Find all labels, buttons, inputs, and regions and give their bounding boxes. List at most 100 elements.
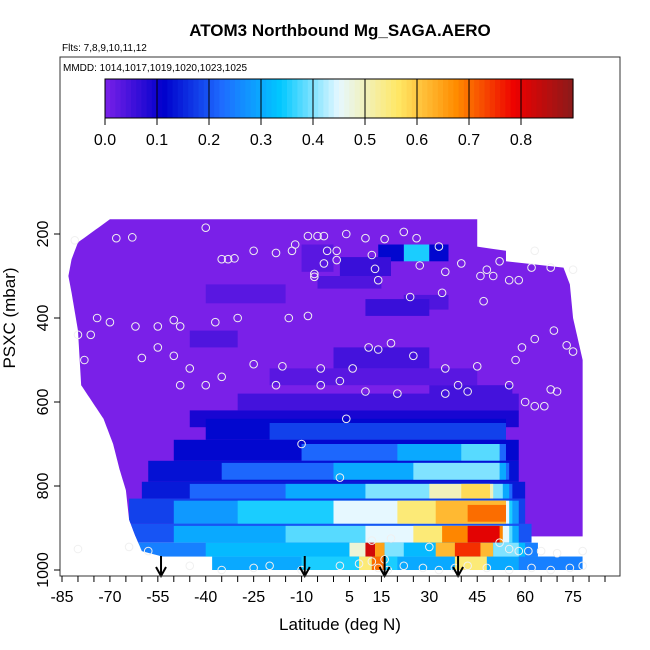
x-tick-label: 15 <box>373 589 391 606</box>
colorbar-cell <box>552 79 558 118</box>
colorbar-cell <box>131 79 137 118</box>
colorbar-cell <box>105 79 111 118</box>
colorbar-cell <box>203 79 210 118</box>
colorbar-cell <box>510 79 517 118</box>
sample-point <box>479 296 488 306</box>
colorbar-cell <box>406 79 413 118</box>
sample-point <box>482 563 492 573</box>
sample-point <box>540 401 549 411</box>
colorbar-cell <box>479 79 486 118</box>
colorbar-cell <box>120 79 127 118</box>
curtain-band <box>403 244 430 262</box>
sample-point <box>520 397 530 407</box>
colorbar-cell <box>365 79 371 118</box>
sample-point <box>504 544 514 554</box>
x-tick-label: 5 <box>345 589 354 606</box>
colorbar-cell <box>183 79 189 118</box>
curtain-band <box>375 542 385 557</box>
sample-point <box>514 546 524 556</box>
colorbar-cell <box>484 79 491 118</box>
colorbar-cell <box>505 79 512 118</box>
sample-point <box>335 376 345 386</box>
colorbar: 0.0 0.1 0.2 0.3 0.4 0.5 0.6 0.7 0.8 <box>94 78 574 149</box>
sample-point <box>456 259 466 268</box>
colorbar-cell <box>495 79 501 118</box>
curtain-band <box>333 347 430 369</box>
sample-point <box>354 559 364 569</box>
colorbar-tick-label: 0.1 <box>146 132 168 149</box>
sample-point <box>127 233 137 242</box>
colorbar-cell <box>567 79 574 118</box>
sample-point <box>536 546 546 556</box>
curtain-band <box>518 556 583 570</box>
sample-point <box>297 439 306 449</box>
sample-point <box>530 246 540 256</box>
sample-point <box>511 355 520 365</box>
sample-point <box>223 254 233 264</box>
y-tick-label: 200 <box>35 221 52 248</box>
colorbar-cell <box>172 79 179 118</box>
sample-point <box>370 264 380 274</box>
colorbar-cell <box>422 79 428 118</box>
colorbar-cell <box>162 79 168 118</box>
sample-point <box>373 345 383 354</box>
colorbar-cell <box>411 79 418 118</box>
sample-point <box>80 355 89 365</box>
sample-point <box>92 313 102 323</box>
sample-point <box>530 334 540 344</box>
sample-point <box>86 330 96 340</box>
sample-point <box>399 227 409 237</box>
colorbar-cell <box>188 79 194 118</box>
colorbar-cell <box>307 79 314 118</box>
profile-marker-arrow <box>155 556 167 579</box>
x-tick-label: -40 <box>194 589 217 606</box>
sample-point <box>332 246 341 256</box>
curtain-band <box>384 542 404 557</box>
colorbar-cell <box>323 79 330 118</box>
colorbar-cell <box>318 79 324 118</box>
sample-point <box>482 265 492 275</box>
colorbar-cell <box>224 79 231 118</box>
sample-point <box>437 288 447 298</box>
sample-point <box>386 338 396 348</box>
sample-point <box>124 542 134 552</box>
sample-point <box>230 254 239 263</box>
curtain-band <box>413 462 500 480</box>
colorbar-cell <box>437 79 444 118</box>
sample-point <box>153 322 163 331</box>
colorbar-cell <box>536 79 543 118</box>
colorbar-cell <box>313 79 319 118</box>
sample-point <box>472 362 482 371</box>
sample-point <box>409 351 418 361</box>
sample-point <box>303 311 313 321</box>
sample-point <box>418 563 428 573</box>
sample-point <box>112 233 121 243</box>
sample-point <box>568 265 578 275</box>
sample-points <box>70 223 587 575</box>
sample-point <box>201 223 211 232</box>
colorbar-cell <box>396 79 402 118</box>
sample-point <box>319 231 329 241</box>
sample-point <box>434 565 444 575</box>
sample-point <box>552 387 562 396</box>
sample-point <box>412 233 421 243</box>
sample-point <box>335 473 345 482</box>
colorbar-cell <box>448 79 454 118</box>
sample-point <box>361 387 370 396</box>
colorbar-cell <box>463 79 470 118</box>
sample-point <box>322 246 332 256</box>
colorbar-cell <box>375 79 382 118</box>
colorbar-cell <box>287 79 293 118</box>
sample-point <box>367 557 377 566</box>
sample-point <box>527 563 536 573</box>
colorbar-cell <box>198 79 205 118</box>
colorbar-cell <box>167 79 174 118</box>
curtain-band <box>237 393 519 411</box>
x-tick-label: -85 <box>50 589 73 606</box>
x-tick-label: -10 <box>290 589 313 606</box>
x-tick-label: 60 <box>516 589 534 606</box>
sample-point <box>175 380 185 390</box>
sample-point <box>310 269 319 279</box>
sample-point <box>137 353 147 363</box>
